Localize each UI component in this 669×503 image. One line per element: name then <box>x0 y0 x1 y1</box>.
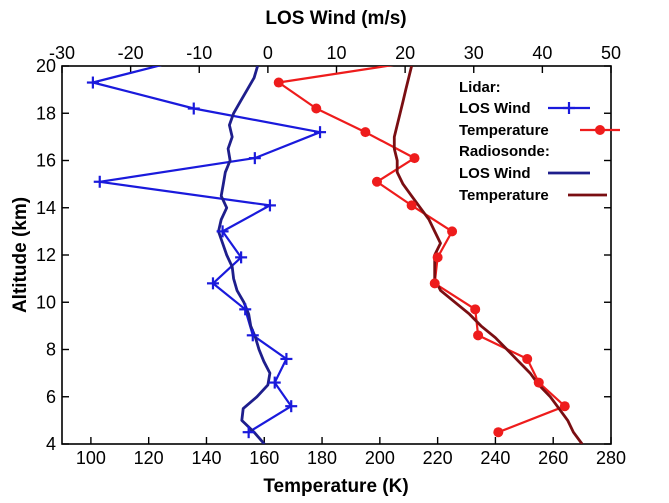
data-point-lidar-los-wind <box>263 199 276 212</box>
data-point-lidar-temperature <box>470 304 481 315</box>
data-point-lidar-los-wind <box>246 329 259 342</box>
legend-swatches <box>548 102 620 197</box>
data-point-lidar-los-wind <box>242 426 255 439</box>
bottom-x-tick-label: 140 <box>191 448 221 468</box>
data-point-lidar-los-wind <box>248 152 261 165</box>
y-tick-label: 18 <box>36 103 56 123</box>
bottom-x-tick-label: 120 <box>134 448 164 468</box>
legend-heading-lidar: Lidar: <box>459 79 501 96</box>
top-x-tick-label: 30 <box>464 43 484 63</box>
data-point-lidar-temperature <box>371 176 382 187</box>
legend-label-lidar-temperature: Temperature <box>459 122 549 139</box>
markers-layer <box>86 76 570 439</box>
y-tick-label: 16 <box>36 151 56 171</box>
axis-ticks: 100 120 140 160 180 200 220 240 260 280 -30 -20 -10 0… <box>36 43 626 468</box>
bottom-x-tick-label: 240 <box>480 448 510 468</box>
bottom-x-tick-label: 100 <box>76 448 106 468</box>
data-point-lidar-los-wind <box>268 376 281 389</box>
legend: Lidar: LOS Wind Temperature Radiosonde: … <box>459 79 620 204</box>
data-point-lidar-los-wind <box>285 400 298 413</box>
data-point-lidar-temperature <box>473 330 484 341</box>
data-point-lidar-temperature <box>447 226 458 237</box>
legend-label-radiosonde-los-wind: LOS Wind <box>459 165 531 182</box>
bottom-x-tick-label: 260 <box>538 448 568 468</box>
top-x-tick-label: 10 <box>326 43 346 63</box>
top-x-tick-label: -20 <box>118 43 144 63</box>
data-point-lidar-temperature <box>429 278 440 289</box>
legend-marker-lidar-temperature <box>595 125 605 135</box>
legend-label-radiosonde-temperature: Temperature <box>459 187 549 204</box>
data-point-lidar-temperature <box>493 427 504 438</box>
series-line-radiosonde-los-wind <box>217 66 272 444</box>
data-point-lidar-temperature <box>409 153 420 164</box>
legend-label-lidar-los-wind: LOS Wind <box>459 100 531 117</box>
y-tick-label: 20 <box>36 56 56 76</box>
y-tick-label: 14 <box>36 198 56 218</box>
top-x-axis-title: LOS Wind (m/s) <box>265 8 406 29</box>
data-point-lidar-los-wind <box>280 352 293 365</box>
series-line-lidar-los-wind <box>91 66 322 434</box>
data-point-lidar-los-wind <box>93 175 106 188</box>
top-x-tick-label: 50 <box>601 43 621 63</box>
data-point-lidar-los-wind <box>187 102 200 115</box>
data-point-lidar-los-wind <box>216 225 229 238</box>
bottom-x-tick-label: 220 <box>423 448 453 468</box>
y-tick-label: 8 <box>46 340 56 360</box>
legend-marker-lidar-los-wind <box>563 102 575 114</box>
data-point-lidar-temperature <box>559 401 570 412</box>
data-point-lidar-temperature <box>273 77 284 88</box>
data-point-lidar-los-wind <box>239 303 252 316</box>
top-x-tick-label: 40 <box>532 43 552 63</box>
data-point-lidar-los-wind <box>235 251 248 264</box>
data-point-lidar-temperature <box>311 103 322 114</box>
y-axis-title: Altitude (km) <box>10 197 31 313</box>
data-point-lidar-los-wind <box>86 76 99 89</box>
y-tick-label: 4 <box>46 434 56 454</box>
data-point-lidar-temperature <box>533 377 544 388</box>
top-x-tick-label: 20 <box>395 43 415 63</box>
bottom-x-tick-label: 180 <box>307 448 337 468</box>
y-tick-label: 6 <box>46 387 56 407</box>
y-tick-label: 10 <box>36 292 56 312</box>
y-tick-label: 12 <box>36 245 56 265</box>
bottom-x-tick-label: 280 <box>596 448 626 468</box>
bottom-x-tick-label: 160 <box>249 448 279 468</box>
top-x-tick-label: -30 <box>49 43 75 63</box>
series-line-lidar-temperature <box>277 66 566 434</box>
top-x-tick-label: -10 <box>186 43 212 63</box>
data-point-lidar-temperature <box>360 127 371 138</box>
top-x-tick-label: 0 <box>263 43 273 63</box>
bottom-x-axis-title: Temperature (K) <box>263 476 408 497</box>
bottom-x-tick-label: 200 <box>365 448 395 468</box>
data-point-lidar-temperature <box>522 353 533 364</box>
legend-heading-radiosonde: Radiosonde: <box>459 143 550 160</box>
data-point-lidar-los-wind <box>314 126 327 139</box>
data-point-lidar-temperature <box>406 200 417 211</box>
data-point-lidar-los-wind <box>206 277 219 290</box>
data-point-lidar-temperature <box>432 252 443 263</box>
